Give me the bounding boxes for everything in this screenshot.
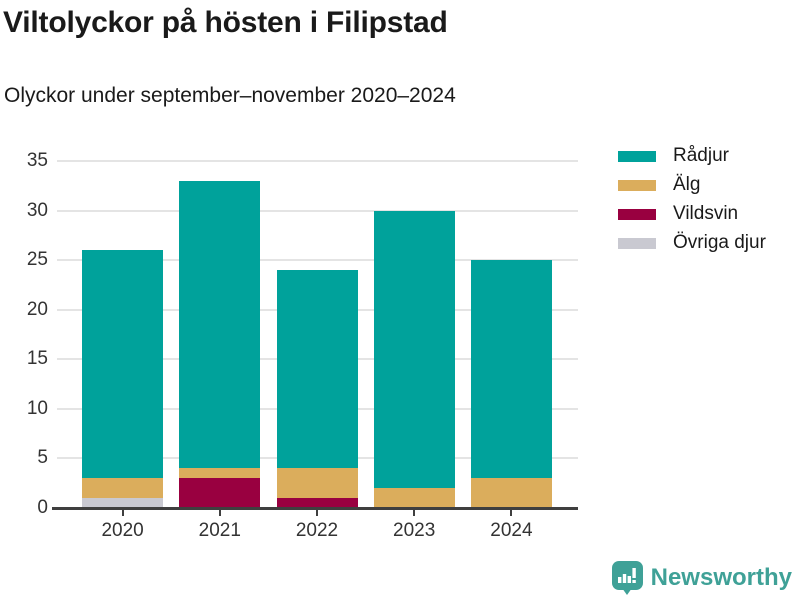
bar-segment-2022-Rådjur (276, 270, 358, 469)
x-axis-label-2023: 2023 (393, 520, 436, 541)
brand-name: Newsworthy (650, 564, 792, 591)
legend-item-Rådjur: Rådjur (618, 145, 766, 166)
x-axis-label-2024: 2024 (490, 520, 533, 541)
bar-segment-2023-Älg (373, 488, 455, 508)
y-axis-label: 20 (26, 298, 48, 320)
page-subtitle: Olyckor under september–november 2020–20… (4, 84, 456, 107)
x-axis-line (52, 507, 578, 510)
x-axis-tick-2021 (218, 510, 221, 516)
legend-label: Älg (673, 174, 701, 195)
y-axis-label: 10 (26, 397, 48, 419)
legend-swatch (618, 237, 656, 249)
x-axis-tick-2024 (510, 510, 513, 516)
legend-swatch (618, 179, 656, 191)
gridline-y-35 (57, 160, 578, 162)
bar-segment-2021-Rådjur (179, 180, 261, 469)
legend-swatch (618, 208, 656, 220)
chart-legend: Rådjur Älg Vildsvin Övriga djur (618, 145, 766, 263)
gridline-y-30 (57, 209, 578, 212)
x-axis-tick-2023 (413, 510, 416, 516)
bar-segment-2023-Rådjur (373, 210, 455, 489)
y-axis-label: 30 (26, 199, 48, 221)
footer-brand: Newsworthy (611, 560, 792, 596)
legend-label: Vildsvin (673, 203, 739, 224)
bar-segment-2022-Vildsvin (276, 498, 358, 508)
y-axis-label: 5 (37, 447, 48, 469)
legend-item-Övriga djur: Övriga djur (618, 232, 766, 253)
page-title: Viltolyckor på hösten i Filipstad (3, 6, 448, 39)
bar-segment-2020-Rådjur (82, 250, 164, 479)
x-axis-tick-2022 (316, 510, 318, 516)
x-axis-label-2021: 2021 (198, 520, 241, 541)
y-axis-label: 15 (26, 348, 48, 370)
bar-segment-2024-Rådjur (470, 260, 552, 479)
bar-segment-2022-Älg (276, 468, 358, 499)
x-axis-label-2022: 2022 (295, 520, 339, 541)
y-axis-label: 0 (37, 497, 48, 518)
legend-label: Övriga djur (673, 232, 766, 253)
legend-item-Vildsvin: Vildsvin (618, 203, 766, 224)
bar-segment-2024-Älg (470, 478, 552, 508)
bar-segment-2020-Övriga djur (82, 498, 164, 508)
newsworthy-logo-icon (611, 561, 643, 595)
x-axis-label-2020: 2020 (101, 520, 144, 541)
legend-label: Rådjur (673, 145, 729, 166)
x-axis-tick-2020 (121, 510, 124, 516)
bar-segment-2021-Vildsvin (179, 478, 261, 508)
legend-swatch (618, 150, 656, 162)
bar-segment-2021-Älg (179, 468, 261, 479)
legend-item-Älg: Älg (618, 174, 766, 195)
gridline-y-25 (57, 259, 578, 262)
y-axis-label: 25 (26, 249, 48, 271)
bar-segment-2020-Älg (82, 478, 164, 499)
y-axis-label: 35 (26, 150, 48, 171)
